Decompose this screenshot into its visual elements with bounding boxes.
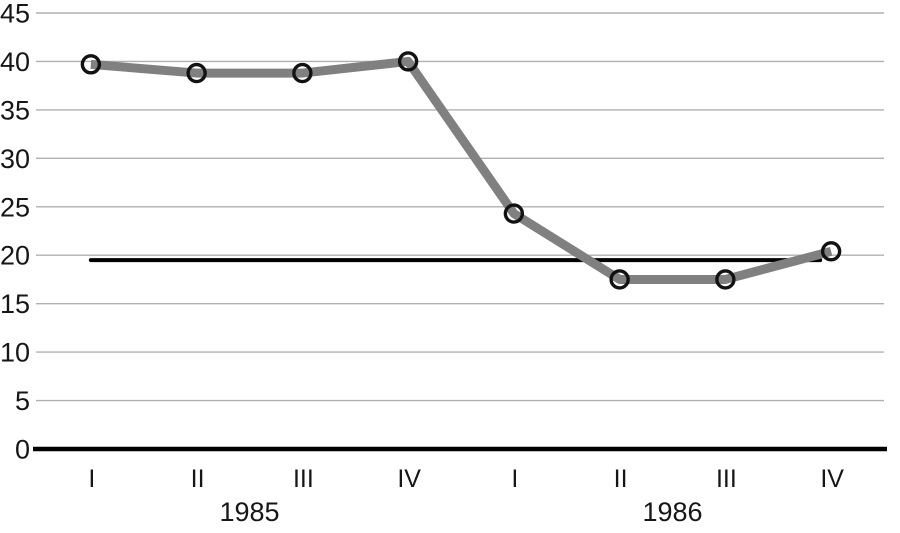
data-point-marker <box>609 269 630 290</box>
x-tick-label: IV <box>397 465 421 493</box>
y-tick-label: 30 <box>0 144 30 174</box>
data-point-marker <box>186 62 207 84</box>
data-point-marker <box>292 62 313 84</box>
y-tick-label: 20 <box>0 241 30 271</box>
x-tick-label: I <box>88 465 95 493</box>
data-point-marker <box>397 51 419 72</box>
year-label: 1986 <box>642 497 702 527</box>
data-point-marker <box>80 54 102 75</box>
series-line <box>90 56 833 284</box>
y-tick-label: 0 <box>15 435 30 465</box>
x-tick-label: I <box>511 465 518 493</box>
x-tick-label: II <box>614 465 628 493</box>
y-tick-label: 5 <box>15 386 30 416</box>
y-tick-label: 35 <box>0 95 30 125</box>
x-tick-label: II <box>191 465 205 493</box>
y-tick-label: 25 <box>0 192 30 222</box>
year-label: 1985 <box>219 497 279 527</box>
data-point-marker <box>820 241 842 262</box>
y-tick-label: 15 <box>0 289 30 319</box>
x-tick-label: III <box>716 465 737 493</box>
data-point-marker <box>715 269 736 290</box>
y-tick-label: 10 <box>0 338 30 368</box>
x-tick-label: III <box>293 465 314 493</box>
data-point-marker <box>503 203 525 224</box>
y-tick-label: 40 <box>0 47 30 77</box>
x-tick-label: IV <box>820 465 844 493</box>
y-tick-label: 45 <box>0 0 30 29</box>
